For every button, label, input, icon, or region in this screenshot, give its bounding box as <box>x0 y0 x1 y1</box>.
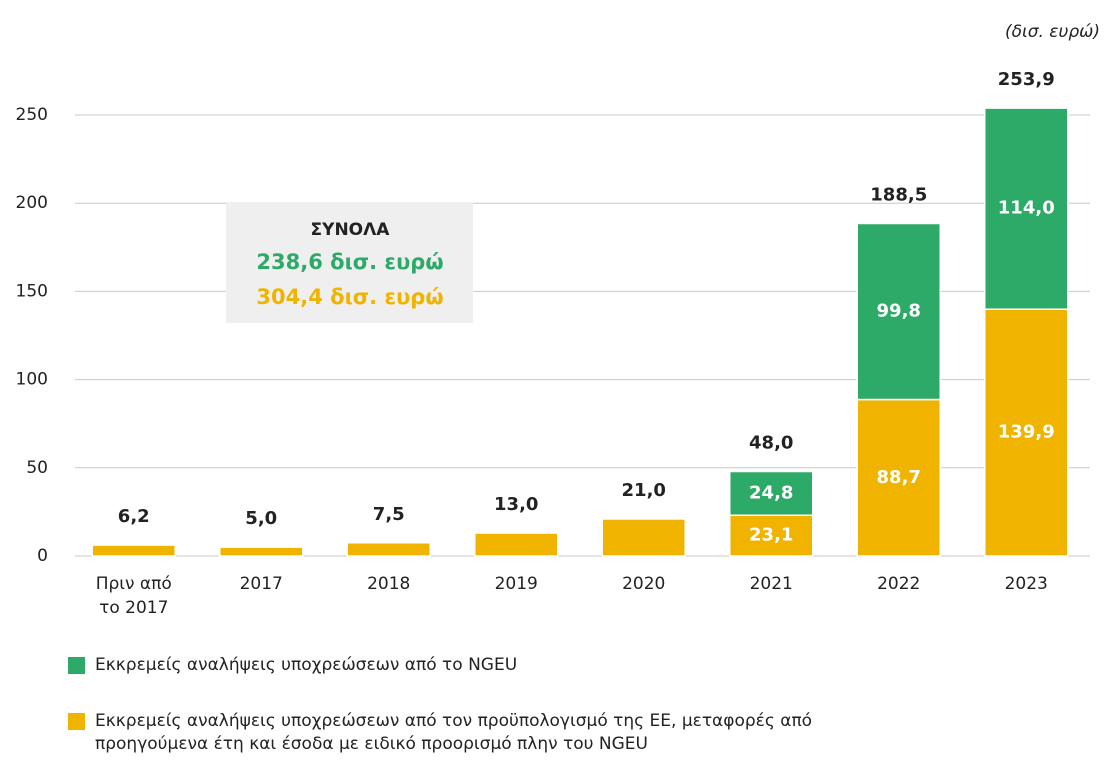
total-label: 5,0 <box>245 508 277 529</box>
bar-segment <box>474 532 559 557</box>
y-tick-label: 50 <box>26 458 48 478</box>
x-tick-label: 2020 <box>622 574 665 594</box>
x-tick-line: 2020 <box>622 574 665 594</box>
legend-label: Εκκρεμείς αναλήψεις υποχρεώσεων από το N… <box>95 655 518 675</box>
bar-segment <box>601 518 686 557</box>
x-tick-line: 2017 <box>240 574 283 594</box>
x-tick-label: 2021 <box>750 574 793 594</box>
x-tick-line: 2022 <box>877 574 920 594</box>
legend-item: Εκκρεμείς αναλήψεις υποχρεώσεων από τον … <box>68 710 815 756</box>
bar-segment <box>91 544 176 557</box>
x-tick-label: 2018 <box>367 574 410 594</box>
summary-yellow: 304,4 δισ. ευρώ <box>256 285 443 309</box>
summary-green: 238,6 δισ. ευρώ <box>256 250 443 274</box>
unit-label: (δισ. ευρώ) <box>1005 22 1100 42</box>
legend-label: Εκκρεμείς αναλήψεις υποχρεώσεων από τον … <box>95 711 813 754</box>
x-tick-line: 2021 <box>750 574 793 594</box>
bar-segment <box>984 308 1069 557</box>
x-tick-line: το 2017 <box>99 598 168 618</box>
total-label: 13,0 <box>494 494 538 515</box>
x-tick-label: 2017 <box>240 574 283 594</box>
legend-swatch <box>68 657 85 674</box>
x-tick-line: 2019 <box>495 574 538 594</box>
bar-segment <box>346 542 431 557</box>
x-tick-label: 2019 <box>495 574 538 594</box>
segment-label: 24,8 <box>749 482 793 503</box>
y-tick-label: 150 <box>16 281 48 301</box>
y-tick-label: 200 <box>16 193 48 213</box>
bar-segment <box>219 546 304 557</box>
bar-segment <box>856 222 941 401</box>
x-tick-label: Πριν από το 2017 <box>96 574 172 618</box>
bar-segment <box>984 107 1069 310</box>
summary-title: ΣΥΝΟΛΑ <box>311 220 391 240</box>
x-tick-line: Πριν από <box>96 574 172 594</box>
bar-segment <box>729 470 814 517</box>
x-tick-line: 2023 <box>1005 574 1048 594</box>
total-label: 7,5 <box>373 504 405 525</box>
legend-swatch <box>68 713 85 730</box>
segment-label: 99,8 <box>877 301 921 322</box>
total-label: 253,9 <box>998 69 1055 90</box>
segment-label: 88,7 <box>877 467 921 488</box>
total-label: 188,5 <box>870 184 927 205</box>
x-tick-label: 2023 <box>1005 574 1048 594</box>
bar-segment <box>856 398 941 557</box>
segment-label: 139,9 <box>998 422 1055 443</box>
segment-label: 114,0 <box>998 198 1055 219</box>
chart: (δισ. ευρώ) ΣΥΝΟΛΑ 238,6 δισ. ευρώ 304,4… <box>16 22 1100 618</box>
y-tick-label: 100 <box>16 370 48 390</box>
segment-label: 23,1 <box>749 525 793 546</box>
total-label: 21,0 <box>622 480 666 501</box>
y-tick-label: 250 <box>16 105 48 125</box>
total-label: 48,0 <box>749 432 793 453</box>
y-tick-label: 0 <box>37 546 48 566</box>
total-label: 6,2 <box>118 506 150 527</box>
x-tick-label: 2022 <box>877 574 920 594</box>
legend-item: Εκκρεμείς αναλήψεις υποχρεώσεων από το N… <box>68 654 815 677</box>
x-tick-line: 2018 <box>367 574 410 594</box>
summary-box <box>226 203 473 323</box>
